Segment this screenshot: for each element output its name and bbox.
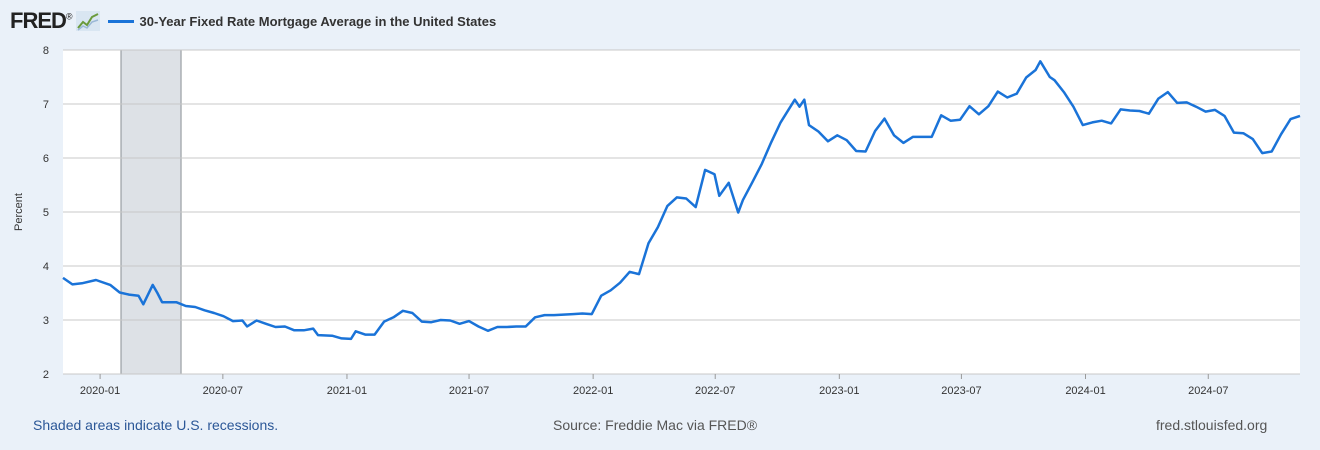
x-tick-label: 2024-07 xyxy=(1188,385,1228,397)
fred-logo-text: FRED xyxy=(10,8,67,33)
y-axis-label: Percent xyxy=(13,193,25,231)
series-line[interactable] xyxy=(62,60,1301,341)
fred-logo-registered: ® xyxy=(65,11,73,22)
y-tick-label: 7 xyxy=(43,99,49,111)
chart-header: FRED® 30-Year Fixed Rate Mortgage Averag… xyxy=(10,6,496,36)
y-tick-label: 2 xyxy=(43,369,49,381)
x-tick-label: 2021-07 xyxy=(449,385,489,397)
trend-graph-icon xyxy=(75,11,100,31)
y-tick-label: 6 xyxy=(43,153,49,165)
y-tick-label: 3 xyxy=(43,315,49,327)
y-tick-label: 8 xyxy=(43,45,49,57)
x-tick-label: 2022-01 xyxy=(573,385,613,397)
fred-logo[interactable]: FRED® xyxy=(10,8,72,34)
x-tick-label: 2023-07 xyxy=(941,385,981,397)
x-tick-label: 2020-07 xyxy=(203,385,243,397)
x-axis: 2020-01 2020-07 2021-01 2021-07 2022-01 2022-… xyxy=(80,374,1228,397)
x-tick-label: 2023-01 xyxy=(819,385,859,397)
y-tick-label: 5 xyxy=(43,207,49,219)
x-tick-label: 2022-07 xyxy=(695,385,735,397)
legend[interactable]: 30-Year Fixed Rate Mortgage Average in t… xyxy=(107,13,497,29)
x-tick-label: 2024-01 xyxy=(1065,385,1105,397)
x-tick-label: 2021-01 xyxy=(327,385,367,397)
legend-label: 30-Year Fixed Rate Mortgage Average in t… xyxy=(139,13,497,29)
x-tick-label: 2020-01 xyxy=(80,385,120,397)
y-tick-label: 4 xyxy=(43,261,49,273)
series-layer xyxy=(62,60,1301,341)
source-note: Source: Freddie Mac via FRED® xyxy=(553,417,758,433)
grid-layer xyxy=(63,49,1300,375)
legend-swatch xyxy=(107,19,134,23)
site-link[interactable]: fred.stlouisfed.org xyxy=(1156,417,1268,433)
recession-note: Shaded areas indicate U.S. recessions. xyxy=(33,417,279,433)
line-chart[interactable]: 2 3 4 5 6 7 8 2020-01 2020-07 2021-01 2021-07 2022… xyxy=(0,0,1320,410)
y-axis: 2 3 4 5 6 7 8 xyxy=(43,45,49,381)
